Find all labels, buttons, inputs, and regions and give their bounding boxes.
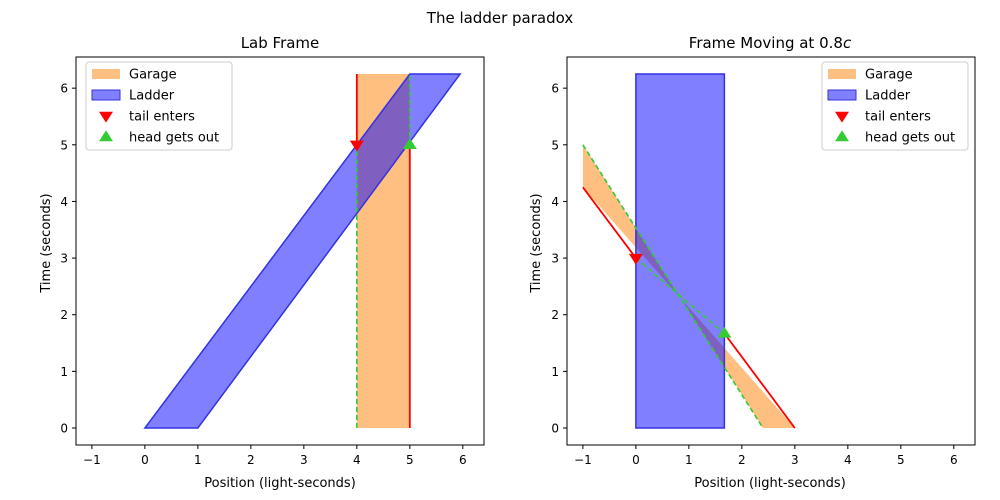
garage-edge-solid xyxy=(582,186,637,259)
x-axis-label: Position (light-seconds) xyxy=(204,476,356,491)
y-axis-label: Time (seconds) xyxy=(39,193,54,293)
legend-label: tail enters xyxy=(865,110,931,125)
y-tick-label: 1 xyxy=(551,365,559,379)
garage-edge-solid xyxy=(723,332,796,429)
y-tick-label: 2 xyxy=(551,308,559,322)
head-gets-out-marker xyxy=(717,326,732,338)
legend-label: Ladder xyxy=(865,89,911,104)
x-tick-label: 5 xyxy=(406,453,414,467)
x-tick-label: 4 xyxy=(844,453,852,467)
legend-garage-swatch xyxy=(92,69,120,79)
lab-frame-chart: Lab Frame Position (light-seconds) Time … xyxy=(39,34,485,491)
legend-tail-enters-marker xyxy=(835,111,849,123)
x-tick-label: 1 xyxy=(685,453,693,467)
x-tick-label: 0 xyxy=(141,453,149,467)
x-tick-label: 6 xyxy=(459,453,467,467)
head-gets-out-marker xyxy=(402,138,417,149)
legend-ladder-swatch xyxy=(827,89,857,101)
y-tick-label: 4 xyxy=(551,195,559,209)
legend-box xyxy=(821,61,969,151)
moving-frame-chart: Frame Moving at 0.8c Position (light-sec… xyxy=(529,34,976,491)
x-tick-label: 2 xyxy=(247,453,255,467)
x-tick-label: −1 xyxy=(574,453,592,467)
chart-title: Frame Moving at 0.8c xyxy=(689,34,852,52)
tail-enters-marker xyxy=(628,253,643,265)
y-tick-label: 1 xyxy=(60,365,68,379)
legend-box xyxy=(85,61,233,151)
legend-head-gets-out-marker xyxy=(99,130,113,142)
y-tick-label: 5 xyxy=(60,138,68,152)
legend: Garage Ladder tail enters head gets out xyxy=(85,61,233,151)
x-tick-label: −1 xyxy=(83,453,101,467)
x-tick-label: 1 xyxy=(194,453,202,467)
x-tick-label: 2 xyxy=(738,453,746,467)
x-tick-label: 0 xyxy=(632,453,640,467)
garage-edge-dashed xyxy=(635,257,725,335)
legend-label: Garage xyxy=(129,68,177,83)
x-tick-label: 3 xyxy=(791,453,799,467)
legend-head-gets-out-marker xyxy=(835,130,849,142)
legend-label: Ladder xyxy=(129,89,175,104)
ladder-region xyxy=(635,73,726,429)
y-tick-label: 6 xyxy=(551,82,559,96)
legend-label: head gets out xyxy=(865,131,955,146)
plot-frame xyxy=(75,56,485,446)
y-tick-label: 5 xyxy=(551,138,559,152)
tail-enters-marker xyxy=(349,140,364,152)
y-tick-label: 6 xyxy=(60,82,68,96)
y-tick-label: 4 xyxy=(60,195,68,209)
y-tick-label: 0 xyxy=(60,422,68,436)
legend-garage-swatch xyxy=(828,69,856,79)
legend-label: Garage xyxy=(865,68,913,83)
ladder-region xyxy=(143,73,462,429)
y-tick-label: 0 xyxy=(551,422,559,436)
legend-label: tail enters xyxy=(129,110,195,125)
y-tick-label: 2 xyxy=(60,308,68,322)
x-tick-label: 6 xyxy=(950,453,958,467)
legend-tail-enters-marker xyxy=(99,111,113,123)
chart-title: Lab Frame xyxy=(241,34,320,52)
x-axis-label: Position (light-seconds) xyxy=(694,476,846,491)
figure-suptitle: The ladder paradox xyxy=(426,9,574,27)
y-tick-label: 3 xyxy=(60,252,68,266)
x-tick-label: 4 xyxy=(353,453,361,467)
x-tick-label: 3 xyxy=(300,453,308,467)
legend: Garage Ladder tail enters head gets out xyxy=(821,61,969,151)
legend-ladder-swatch xyxy=(91,89,121,101)
y-axis-label: Time (seconds) xyxy=(529,193,544,293)
y-tick-label: 3 xyxy=(551,252,559,266)
plot-frame xyxy=(566,56,976,446)
legend-label: head gets out xyxy=(129,131,219,146)
x-tick-label: 5 xyxy=(897,453,905,467)
